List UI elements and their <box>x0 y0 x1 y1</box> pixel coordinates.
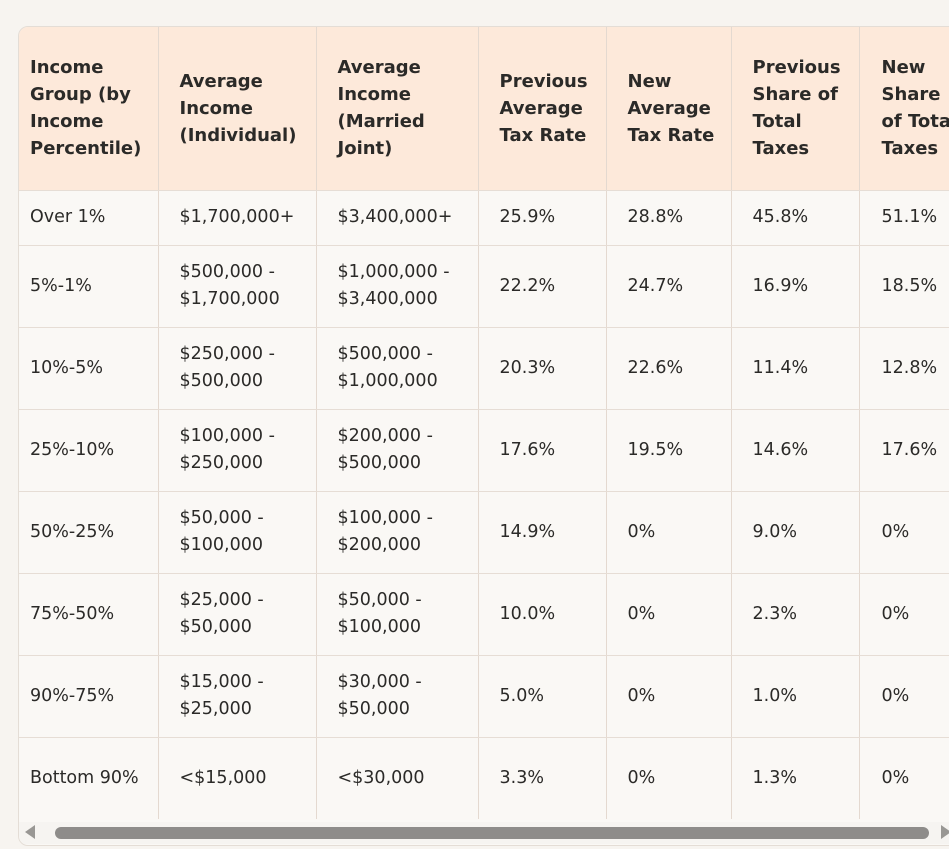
table-cell: $15,000 - $25,000 <box>158 655 317 738</box>
table-row: 10%-5% $250,000 - $500,000 $500,000 - $1… <box>19 327 949 410</box>
table-cell: 14.6% <box>731 409 860 492</box>
table-cell: 0% <box>606 737 732 819</box>
table-cell: $3,400,000+ <box>316 190 479 246</box>
table-cell: $500,000 - $1,000,000 <box>316 327 479 410</box>
table-cell: 75%-50% <box>19 573 159 656</box>
header-avg-income-married: Average Income (Married Joint) <box>316 27 479 191</box>
table-cell: 16.9% <box>731 245 860 328</box>
table-cell: 22.6% <box>606 327 732 410</box>
triangle-right-icon[interactable] <box>941 825 949 839</box>
table-cell: 0% <box>606 491 732 574</box>
table-cell: 2.3% <box>731 573 860 656</box>
table-cell: $1,700,000+ <box>158 190 317 246</box>
table-cell: 1.0% <box>731 655 860 738</box>
triangle-left-icon[interactable] <box>25 825 35 839</box>
table-cell: $250,000 - $500,000 <box>158 327 317 410</box>
table-cell: 18.5% <box>859 245 949 328</box>
table-cell: 9.0% <box>731 491 860 574</box>
table-row: 50%-25% $50,000 - $100,000 $100,000 - $2… <box>19 491 949 574</box>
table-cell: 50%-25% <box>19 491 159 574</box>
table-cell: 0% <box>606 655 732 738</box>
table-cell: 5%-1% <box>19 245 159 328</box>
table-cell: $500,000 - $1,700,000 <box>158 245 317 328</box>
table-cell: 3.3% <box>478 737 607 819</box>
table-row: 90%-75% $15,000 - $25,000 $30,000 - $50,… <box>19 655 949 738</box>
header-row: Income Group (by Income Percentile) Aver… <box>19 27 949 191</box>
table-row: 5%-1% $500,000 - $1,700,000 $1,000,000 -… <box>19 245 949 328</box>
table-cell: 24.7% <box>606 245 732 328</box>
table-cell: $50,000 - $100,000 <box>158 491 317 574</box>
table-cell: $50,000 - $100,000 <box>316 573 479 656</box>
table-cell: 1.3% <box>731 737 860 819</box>
table-cell: 17.6% <box>859 409 949 492</box>
table-cell: $100,000 - $200,000 <box>316 491 479 574</box>
table-cell: 28.8% <box>606 190 732 246</box>
table-cell: 0% <box>859 655 949 738</box>
table-cell: 12.8% <box>859 327 949 410</box>
table-cell: $100,000 - $250,000 <box>158 409 317 492</box>
header-avg-income-individual: Average Income (Individual) <box>158 27 317 191</box>
tax-table: Income Group (by Income Percentile) Aver… <box>19 27 949 819</box>
table-cell: 0% <box>859 737 949 819</box>
table-cell: 0% <box>606 573 732 656</box>
table-row: 25%-10% $100,000 - $250,000 $200,000 - $… <box>19 409 949 492</box>
table-cell: <$30,000 <box>316 737 479 819</box>
table-cell: 0% <box>859 491 949 574</box>
table-cell: 14.9% <box>478 491 607 574</box>
table-cell: $1,000,000 - $3,400,000 <box>316 245 479 328</box>
table-cell: 0% <box>859 573 949 656</box>
table-cell: 10%-5% <box>19 327 159 410</box>
table-cell: 51.1% <box>859 190 949 246</box>
table-cell: 19.5% <box>606 409 732 492</box>
table-cell: 5.0% <box>478 655 607 738</box>
header-prev-share-taxes: Previous Share of Total Taxes <box>731 27 860 191</box>
tax-table-card: Income Group (by Income Percentile) Aver… <box>18 26 949 846</box>
table-cell: 11.4% <box>731 327 860 410</box>
table-cell: 45.8% <box>731 190 860 246</box>
table-cell: 90%-75% <box>19 655 159 738</box>
table-cell: $25,000 - $50,000 <box>158 573 317 656</box>
table-cell: 25%-10% <box>19 409 159 492</box>
header-new-avg-tax-rate: New Average Tax Rate <box>606 27 732 191</box>
table-cell: $200,000 - $500,000 <box>316 409 479 492</box>
table-cell: <$15,000 <box>158 737 317 819</box>
table-row: 75%-50% $25,000 - $50,000 $50,000 - $100… <box>19 573 949 656</box>
header-income-group: Income Group (by Income Percentile) <box>19 27 159 191</box>
table-row: Bottom 90% <$15,000 <$30,000 3.3% 0% 1.3… <box>19 737 949 819</box>
table-cell: Bottom 90% <box>19 737 159 819</box>
table-row: Over 1% $1,700,000+ $3,400,000+ 25.9% 28… <box>19 190 949 246</box>
table-cell: $30,000 - $50,000 <box>316 655 479 738</box>
table-cell: 20.3% <box>478 327 607 410</box>
horizontal-scrollbar[interactable] <box>19 822 949 844</box>
table-cell: Over 1% <box>19 190 159 246</box>
header-prev-avg-tax-rate: Previous Average Tax Rate <box>478 27 607 191</box>
header-new-share-taxes: New Share of Total Taxes <box>859 27 949 191</box>
scrollbar-thumb[interactable] <box>55 827 929 839</box>
table-cell: 25.9% <box>478 190 607 246</box>
table-cell: 17.6% <box>478 409 607 492</box>
table-cell: 10.0% <box>478 573 607 656</box>
table-cell: 22.2% <box>478 245 607 328</box>
